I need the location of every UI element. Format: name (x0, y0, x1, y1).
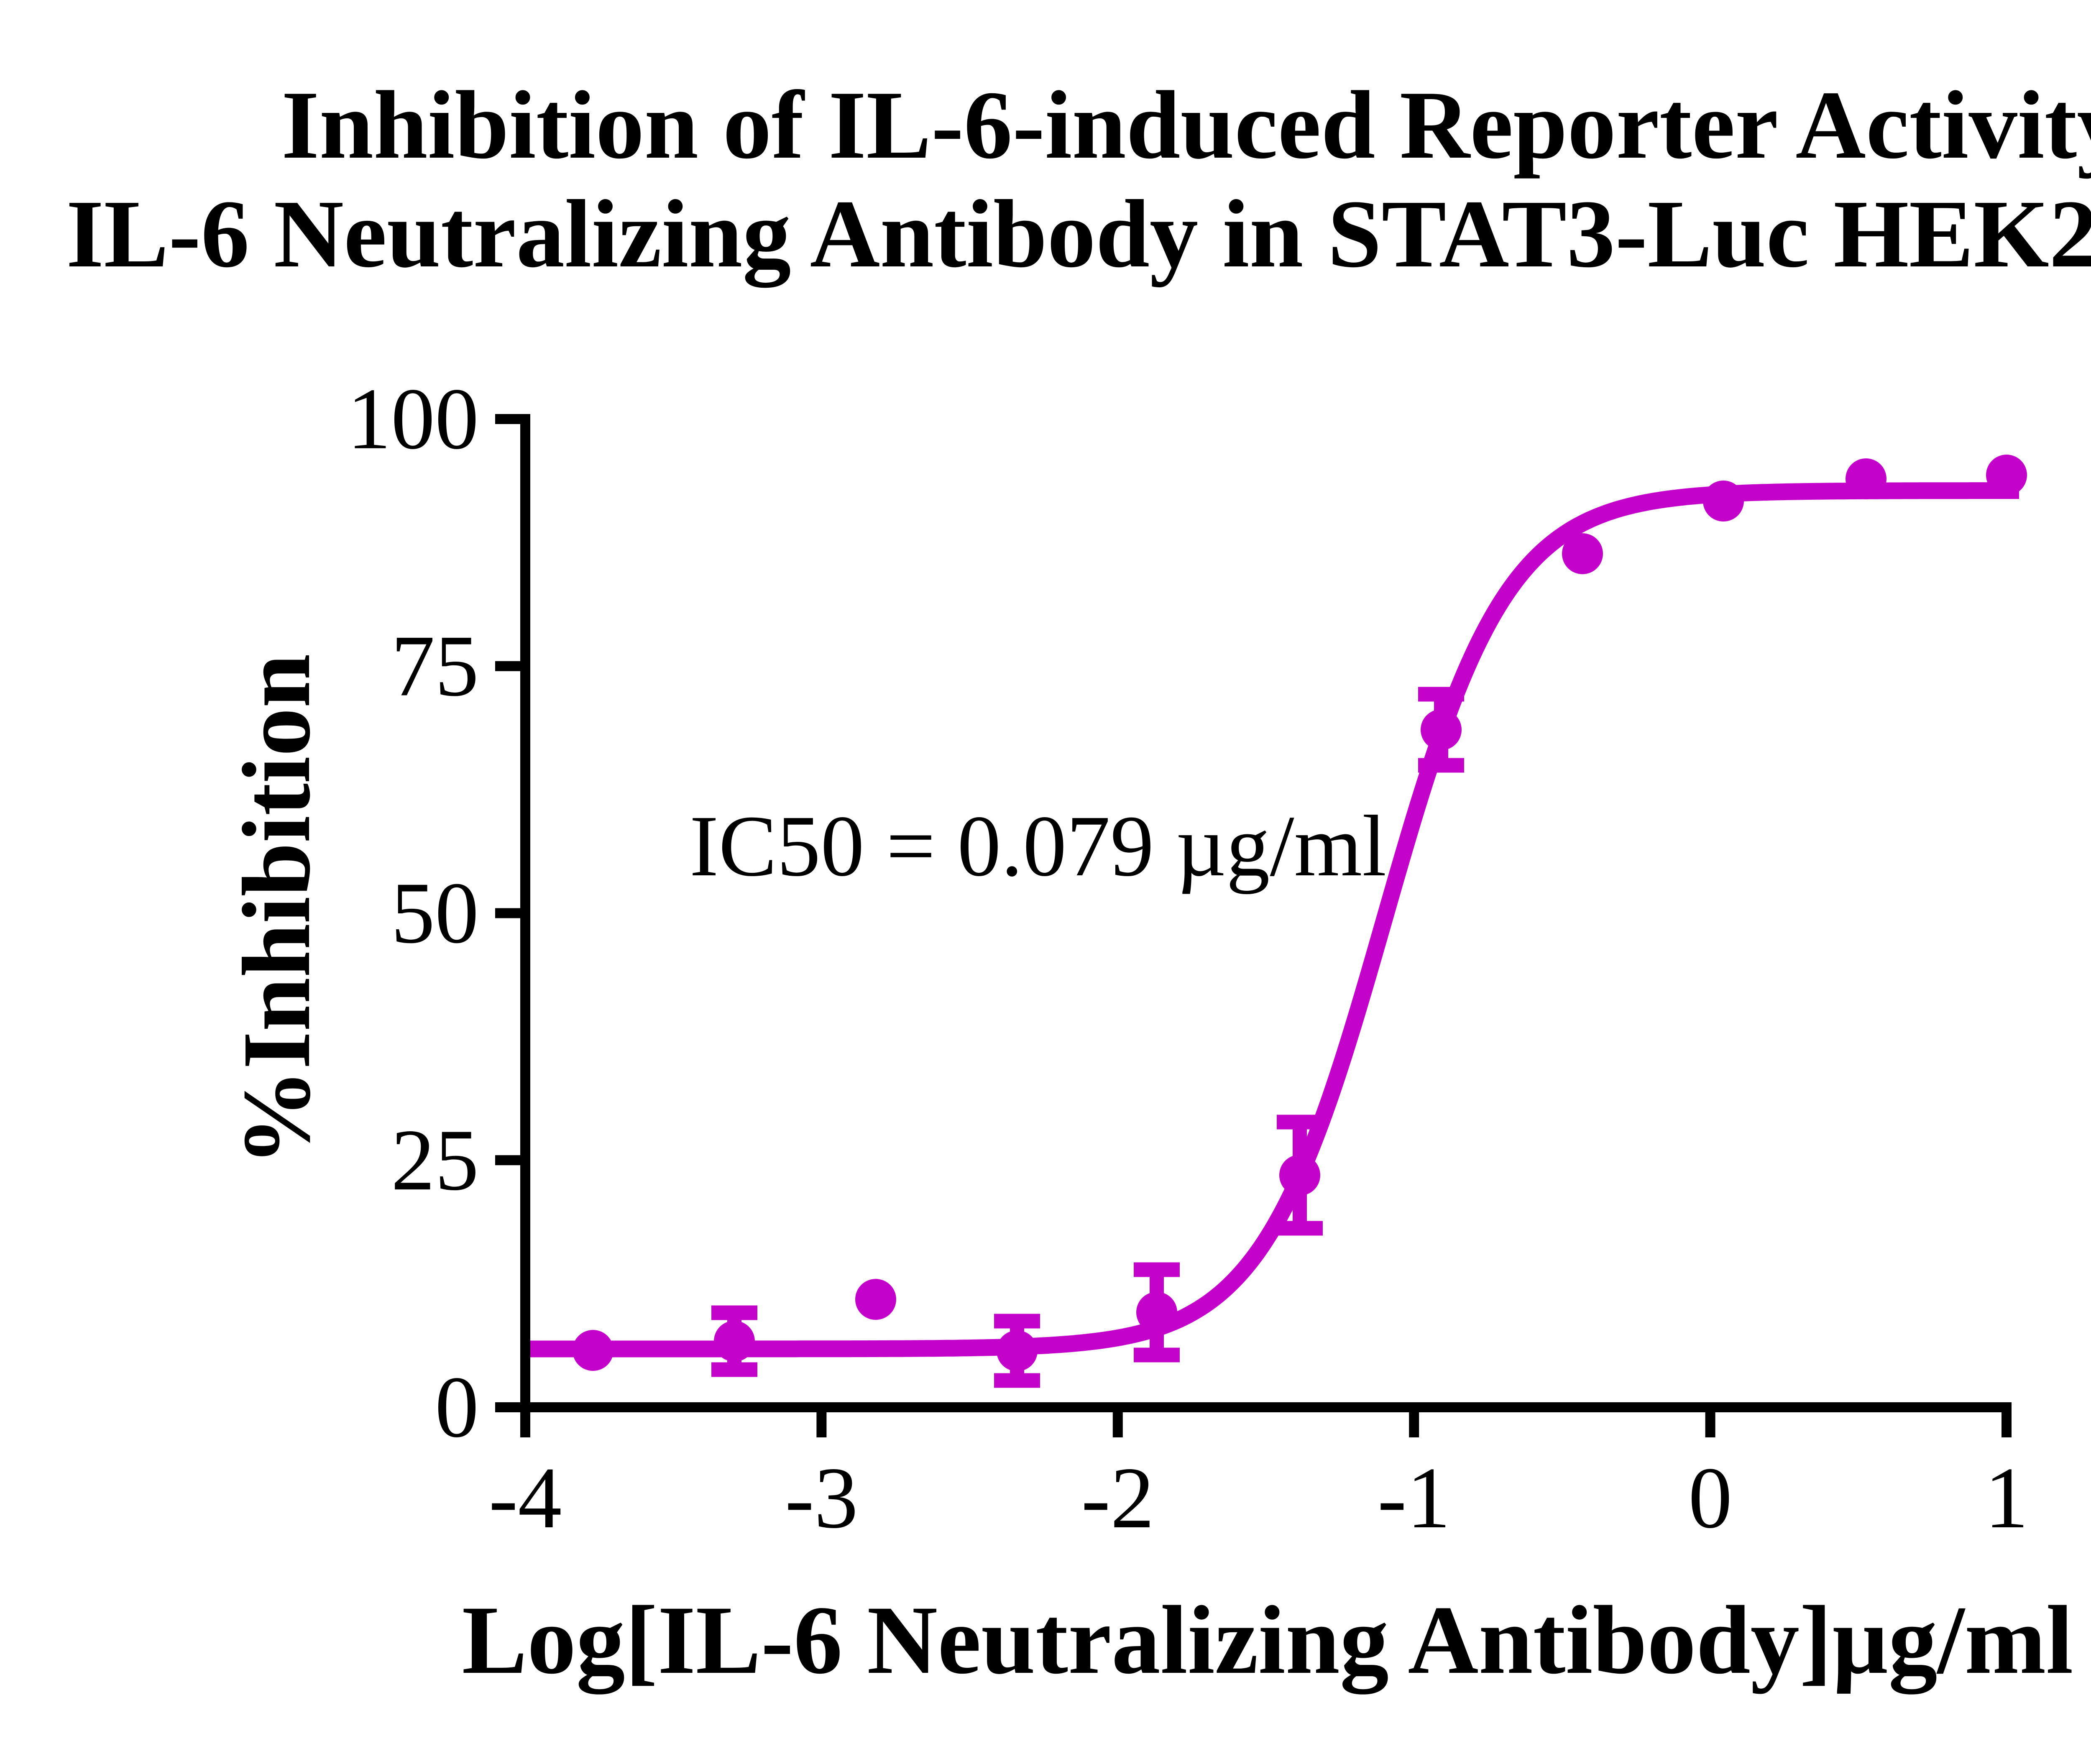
svg-text:-3: -3 (785, 1450, 858, 1547)
svg-text:25: 25 (391, 1112, 479, 1209)
svg-text:-1: -1 (1378, 1450, 1451, 1547)
svg-text:-4: -4 (489, 1450, 562, 1547)
svg-text:0: 0 (435, 1359, 479, 1456)
svg-text:-2: -2 (1081, 1450, 1154, 1547)
svg-text:Inhibition of IL-6-induced Rep: Inhibition of IL-6-induced Reporter Acti… (281, 71, 2091, 179)
svg-text:Log[IL-6 Neutralizing Antibody: Log[IL-6 Neutralizing Antibody]µg/ml (462, 1585, 2073, 1695)
svg-text:100: 100 (347, 371, 479, 468)
svg-text:1: 1 (1985, 1450, 2029, 1547)
svg-text:IL-6 Neutralizing Antibody in: IL-6 Neutralizing Antibody in STAT3-Luc … (66, 180, 2091, 288)
svg-text:0: 0 (1688, 1450, 1732, 1547)
svg-text:75: 75 (391, 618, 479, 715)
svg-text:50: 50 (391, 864, 479, 961)
svg-text:IC50 = 0.079 µg/ml: IC50 = 0.079 µg/ml (690, 798, 1387, 895)
svg-text:%Inhibition: %Inhibition (223, 654, 330, 1166)
